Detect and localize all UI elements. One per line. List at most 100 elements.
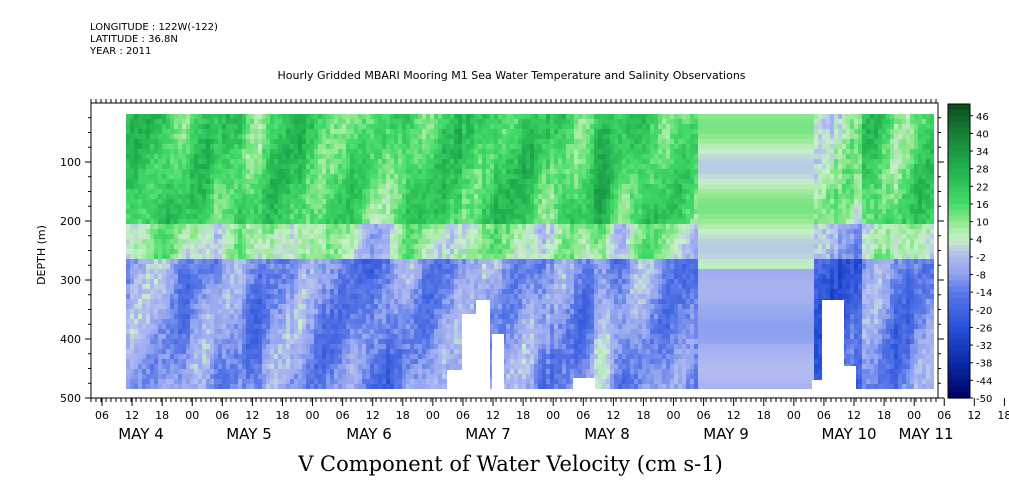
heatmap-cell <box>170 384 174 389</box>
heatmap-cell <box>426 179 430 184</box>
heatmap-cell <box>154 184 158 189</box>
heatmap-cell <box>350 369 354 374</box>
heatmap-cell <box>302 354 306 359</box>
heatmap-cell <box>406 294 410 299</box>
heatmap-cell <box>354 214 358 219</box>
heatmap-cell <box>346 259 350 264</box>
heatmap-cell <box>310 154 314 159</box>
heatmap-cell <box>250 384 254 389</box>
heatmap-cell <box>394 224 398 229</box>
heatmap-cell <box>462 309 466 314</box>
heatmap-cell <box>290 329 294 334</box>
heatmap-cell <box>226 254 230 259</box>
heatmap-cell <box>454 209 458 214</box>
heatmap-cell <box>134 359 138 364</box>
heatmap-cell <box>430 139 434 144</box>
heatmap-cell <box>186 114 190 119</box>
heatmap-cell <box>150 334 154 339</box>
heatmap-cell <box>150 374 154 379</box>
heatmap-cell <box>246 124 250 129</box>
heatmap-cell <box>454 214 458 219</box>
heatmap-cell <box>378 359 382 364</box>
heatmap-cell <box>278 204 282 209</box>
heatmap-cell <box>222 239 226 244</box>
heatmap-cell <box>182 214 186 219</box>
heatmap-cell <box>310 314 314 319</box>
heatmap-cell <box>390 139 394 144</box>
heatmap-cell <box>430 349 434 354</box>
heatmap-cell <box>158 179 162 184</box>
heatmap-cell <box>206 234 210 239</box>
heatmap-cell <box>374 219 378 224</box>
heatmap-cell <box>370 314 374 319</box>
heatmap-cell <box>170 114 174 119</box>
heatmap-cell <box>166 304 170 309</box>
heatmap-cell <box>402 204 406 209</box>
heatmap-cell <box>442 259 446 264</box>
heatmap-cell <box>394 309 398 314</box>
heatmap-cell <box>154 319 158 324</box>
heatmap-cell <box>454 249 458 254</box>
heatmap-cell <box>330 119 334 124</box>
heatmap-cell <box>358 264 362 269</box>
heatmap-cell <box>458 294 462 299</box>
heatmap-cell <box>146 229 150 234</box>
heatmap-cell <box>382 114 386 119</box>
heatmap-cell <box>442 239 446 244</box>
heatmap-cell <box>310 299 314 304</box>
heatmap-cell <box>450 174 454 179</box>
heatmap-cell <box>358 259 362 264</box>
heatmap-cell <box>150 324 154 329</box>
heatmap-cell <box>406 234 410 239</box>
heatmap-cell <box>170 279 174 284</box>
heatmap-cell <box>138 239 142 244</box>
heatmap-cell <box>354 304 358 309</box>
heatmap-cell <box>430 299 434 304</box>
heatmap-cell <box>330 159 334 164</box>
heatmap-cell <box>230 359 234 364</box>
heatmap-cell <box>226 244 230 249</box>
heatmap-cell <box>394 174 398 179</box>
heatmap-cell <box>206 204 210 209</box>
heatmap-cell <box>330 259 334 264</box>
heatmap-cell <box>186 159 190 164</box>
heatmap-cell <box>426 319 430 324</box>
heatmap-cell <box>130 114 134 119</box>
heatmap-cell <box>338 174 342 179</box>
heatmap-cell <box>358 234 362 239</box>
heatmap-cell <box>190 259 194 264</box>
heatmap-cell <box>146 269 150 274</box>
heatmap-cell <box>282 159 286 164</box>
heatmap-cell <box>478 204 482 209</box>
heatmap-cell <box>182 229 186 234</box>
heatmap-cell <box>358 124 362 129</box>
heatmap-cell <box>126 164 130 169</box>
heatmap-cell <box>390 324 394 329</box>
heatmap-cell <box>218 154 222 159</box>
heatmap-cell <box>322 294 326 299</box>
heatmap-cell <box>370 239 374 244</box>
heatmap-cell <box>442 324 446 329</box>
heatmap-cell <box>422 224 426 229</box>
heatmap-cell <box>438 274 442 279</box>
heatmap-cell <box>394 149 398 154</box>
heatmap-cell <box>350 284 354 289</box>
heatmap-cell <box>202 164 206 169</box>
heatmap-cell <box>474 214 478 219</box>
heatmap-cell <box>198 374 202 379</box>
heatmap-cell <box>258 354 262 359</box>
heatmap-cell <box>166 269 170 274</box>
heatmap-cell <box>370 284 374 289</box>
heatmap-cell <box>290 124 294 129</box>
heatmap-cell <box>278 159 282 164</box>
heatmap-cell <box>294 334 298 339</box>
heatmap-cell <box>454 254 458 259</box>
heatmap-cell <box>258 364 262 369</box>
heatmap-cell <box>358 169 362 174</box>
heatmap-cell <box>358 309 362 314</box>
heatmap-cell <box>262 244 266 249</box>
heatmap-cell <box>394 179 398 184</box>
heatmap-cell <box>358 194 362 199</box>
heatmap-cell <box>194 369 198 374</box>
heatmap-cell <box>358 284 362 289</box>
